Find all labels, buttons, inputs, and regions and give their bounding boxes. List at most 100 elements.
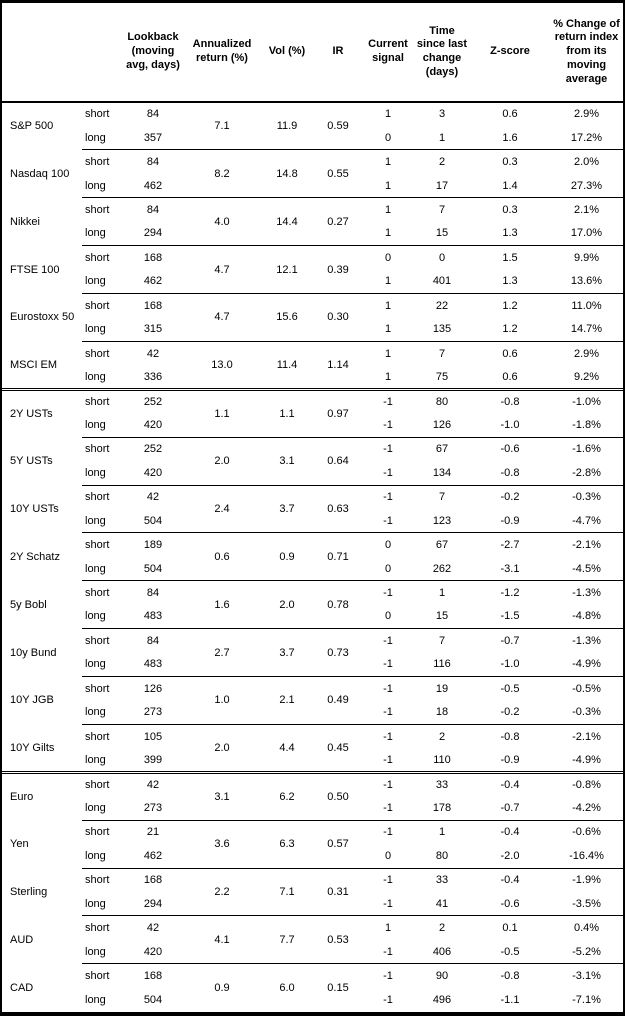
signal-value: -1 <box>362 819 414 845</box>
annualized-return-value: 1.0 <box>184 676 260 725</box>
asset-name: 2Y Schatz <box>10 550 60 563</box>
table-row: 10Y JGB short 126 1.0 2.1 0.49 -1 19 -0.5 -0.5% <box>2 676 623 725</box>
table-body: S&P 500 short 84 7.1 11.9 0.59 1 3 0.6 2.9% long 35… <box>2 102 623 1012</box>
signal-value: -1 <box>383 466 393 479</box>
momentum-signals-table: Lookback (moving avg, days) Annualized re… <box>2 3 623 1012</box>
z-score-value: 0.1 <box>470 915 550 940</box>
z-score-value: -0.5 <box>500 945 520 958</box>
pct-change-value: 2.9% <box>550 340 623 366</box>
days-since-change-value: 178 <box>432 801 452 814</box>
annualized-return-value: 4.7 <box>184 293 260 342</box>
table-row: long 504 0 262 -3.1 -4.5% <box>2 557 623 581</box>
horizon-label: short <box>82 387 122 414</box>
days-since-change-value: 1 <box>414 819 470 845</box>
column-header-time-since-change: Time since last change (days) <box>414 3 470 103</box>
signal-value: -1 <box>383 514 393 527</box>
lookback-value: 504 <box>143 993 163 1006</box>
vol-value: 7.7 <box>260 915 314 964</box>
pct-change-value: -2.1% <box>550 532 623 557</box>
horizon-label: short <box>82 293 122 318</box>
pct-change-value: 2.0% <box>550 149 623 174</box>
signal-value: 0 <box>362 245 414 270</box>
signal-value: 1 <box>362 197 414 222</box>
days-since-change-value: 1 <box>438 131 446 144</box>
signal-value: -1 <box>383 706 393 719</box>
pct-change-value: -2.8% <box>572 466 601 479</box>
signal-value: -1 <box>362 723 414 749</box>
asset-name: Sterling <box>10 885 48 898</box>
z-score-value: 0.6 <box>470 340 550 366</box>
z-score-value: 0.3 <box>470 197 550 222</box>
horizon-label: short <box>82 867 122 892</box>
vol-value: 2.0 <box>260 580 314 629</box>
horizon-label: long <box>85 562 106 575</box>
days-since-change-value: 75 <box>435 370 449 383</box>
vol-value: 12.1 <box>260 245 314 294</box>
table-row: Euro short 42 3.1 6.2 0.50 -1 33 -0.4 -0.8% <box>2 770 623 821</box>
asset-name: S&P 500 <box>10 120 54 133</box>
signal-value: 1 <box>362 293 414 318</box>
z-score-value: -0.6 <box>500 897 520 910</box>
vol-value: 3.7 <box>260 484 314 533</box>
horizon-label: long <box>85 514 106 527</box>
table-row: long 357 0 1 1.6 17.2% <box>2 126 623 150</box>
z-score-value: 0.6 <box>502 108 518 121</box>
horizon-label: long <box>85 801 106 814</box>
asset-name: 5y Bobl <box>10 598 47 611</box>
lookback-value: 294 <box>143 897 163 910</box>
lookback-value: 420 <box>143 945 163 958</box>
signal-value: 1 <box>384 275 392 288</box>
signal-value: -1 <box>383 945 393 958</box>
signal-value: -1 <box>383 658 393 671</box>
asset-name: 2Y USTs <box>2 387 82 438</box>
signal-value: -1 <box>383 897 393 910</box>
z-score-value: 1.3 <box>502 227 518 240</box>
ir-value: 0.63 <box>314 484 362 533</box>
days-since-change-value: 1 <box>414 580 470 605</box>
vol-value: 2.1 <box>260 676 314 725</box>
z-score-value: 0.3 <box>470 149 550 174</box>
signal-value: -1 <box>362 867 414 892</box>
ir-value: 0.39 <box>314 245 362 294</box>
z-score-value: -2.7 <box>470 532 550 557</box>
pct-change-value: -4.7% <box>572 514 601 527</box>
table-row: Nikkei short 84 4.0 14.4 0.27 1 7 0.3 2.1% <box>2 197 623 246</box>
days-since-change-value: 90 <box>414 963 470 988</box>
lookback-value: 168 <box>122 245 184 270</box>
lookback-value: 42 <box>122 484 184 509</box>
z-score-value: 1.2 <box>470 293 550 318</box>
ir-value: 0.53 <box>314 915 362 964</box>
horizon-label: long <box>85 897 106 910</box>
days-since-change-value: 41 <box>435 897 449 910</box>
table-row: long 483 -1 116 -1.0 -4.9% <box>2 653 623 677</box>
vol-value: 1.1 <box>260 387 314 438</box>
horizon-label: short <box>82 915 122 940</box>
signal-value: -1 <box>362 484 414 509</box>
signal-value: -1 <box>383 993 393 1006</box>
table-row: 10Y Gilts short 105 2.0 4.4 0.45 -1 2 -0.8 -2.1% <box>2 723 623 773</box>
days-since-change-value: 2 <box>414 149 470 174</box>
column-header-vol: Vol (%) <box>260 3 314 103</box>
ir-value: 0.55 <box>314 149 362 198</box>
column-header-annualized-return: Annualized return (%) <box>184 3 260 103</box>
table-row: long 294 1 15 1.3 17.0% <box>2 222 623 246</box>
pct-change-value: 2.9% <box>573 108 600 121</box>
days-since-change-value: 7 <box>414 340 470 366</box>
horizon-label: short <box>82 580 122 605</box>
pct-change-value: 14.7% <box>570 323 603 336</box>
days-since-change-value: 123 <box>432 514 452 527</box>
signal-value: 0 <box>384 610 392 623</box>
lookback-value: 420 <box>143 418 163 431</box>
signal-value: 1 <box>362 149 414 174</box>
table-row: CAD short 168 0.9 6.0 0.15 -1 90 -0.8 -3.1% <box>2 963 623 1012</box>
annualized-return-value: 3.1 <box>184 770 260 821</box>
z-score-value: -0.8 <box>470 963 550 988</box>
ir-value: 0.71 <box>314 532 362 581</box>
annualized-return-value: 3.6 <box>184 819 260 868</box>
ir-value: 0.64 <box>314 436 362 485</box>
z-score-value: -1.0 <box>500 418 520 431</box>
horizon-label: long <box>85 753 106 766</box>
pct-change-value: 17.2% <box>570 131 603 144</box>
lookback-value: 336 <box>143 370 163 383</box>
z-score-value: -0.9 <box>500 514 520 527</box>
